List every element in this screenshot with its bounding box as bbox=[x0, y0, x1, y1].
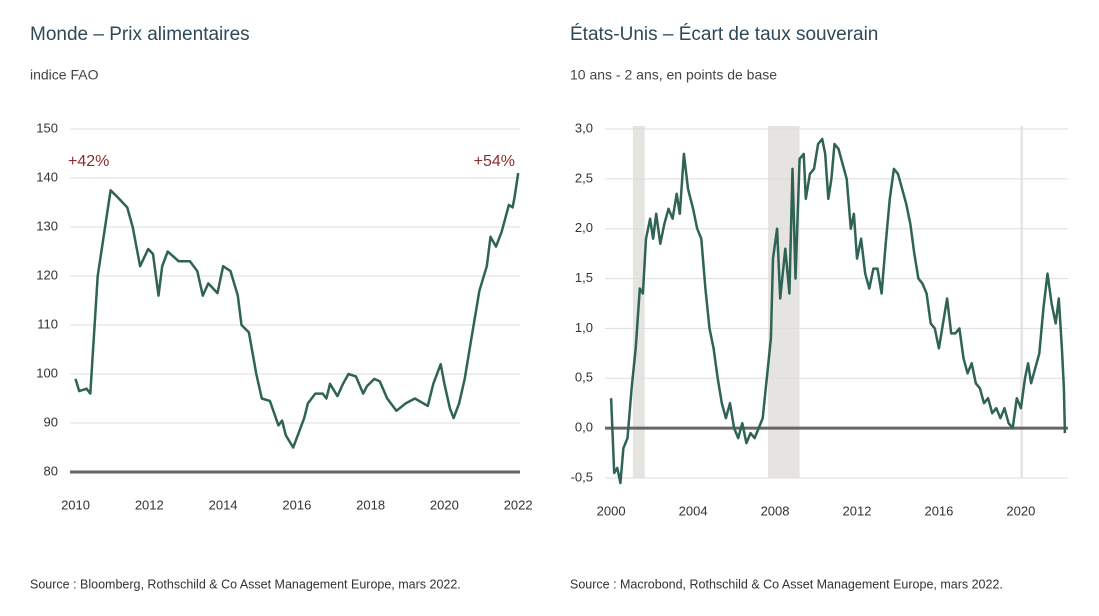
chart-subtitle: 10 ans - 2 ans, en points de base bbox=[570, 67, 777, 83]
x-tick-label: 2020 bbox=[430, 497, 459, 512]
y-tick-label: 2,5 bbox=[575, 170, 593, 185]
recession-band bbox=[768, 126, 800, 478]
x-tick-label: 2022 bbox=[504, 497, 533, 512]
x-tick-label: 2018 bbox=[356, 497, 385, 512]
x-tick-label: 2020 bbox=[1006, 503, 1035, 518]
chart-title: Monde – Prix alimentaires bbox=[30, 24, 250, 45]
y-tick-label: 150 bbox=[36, 120, 58, 135]
x-tick-label: 2010 bbox=[61, 497, 90, 512]
chart-subtitle: indice FAO bbox=[30, 67, 99, 83]
x-tick-label: 2016 bbox=[924, 503, 953, 518]
y-tick-label: 0,5 bbox=[575, 370, 593, 385]
y-tick-label: 110 bbox=[37, 316, 58, 331]
y-tick-label: 0,0 bbox=[575, 420, 593, 435]
x-tick-label: 2014 bbox=[209, 497, 238, 512]
y-tick-label: 130 bbox=[36, 218, 58, 233]
y-tick-label: 1,0 bbox=[575, 320, 593, 335]
source: Source : Bloomberg, Rothschild & Co Asse… bbox=[30, 577, 461, 591]
y-tick-label: 3,0 bbox=[575, 120, 593, 135]
data-line bbox=[609, 137, 1067, 485]
y-tick-label: 80 bbox=[44, 463, 58, 478]
chart-title: États-Unis – Écart de taux souverain bbox=[570, 24, 878, 45]
annotation: +42% bbox=[68, 153, 109, 170]
annotation: +54% bbox=[474, 153, 515, 170]
x-tick-label: 2016 bbox=[282, 497, 311, 512]
y-tick-label: 120 bbox=[36, 267, 58, 282]
recession-band bbox=[1020, 126, 1023, 478]
y-tick-label: 140 bbox=[36, 169, 58, 184]
y-tick-label: 2,0 bbox=[575, 220, 593, 235]
data-line bbox=[74, 172, 520, 449]
x-tick-label: 2012 bbox=[843, 503, 872, 518]
x-tick-label: 2000 bbox=[597, 503, 626, 518]
y-tick-label: 90 bbox=[44, 414, 58, 429]
x-tick-label: 2008 bbox=[761, 503, 790, 518]
x-tick-label: 2012 bbox=[135, 497, 164, 512]
y-tick-label: 100 bbox=[36, 365, 58, 380]
y-tick-label: 1,5 bbox=[575, 270, 593, 285]
y-tick-label: -0,5 bbox=[571, 469, 593, 484]
source: Source : Macrobond, Rothschild & Co Asse… bbox=[570, 577, 1003, 591]
x-tick-label: 2004 bbox=[679, 503, 708, 518]
